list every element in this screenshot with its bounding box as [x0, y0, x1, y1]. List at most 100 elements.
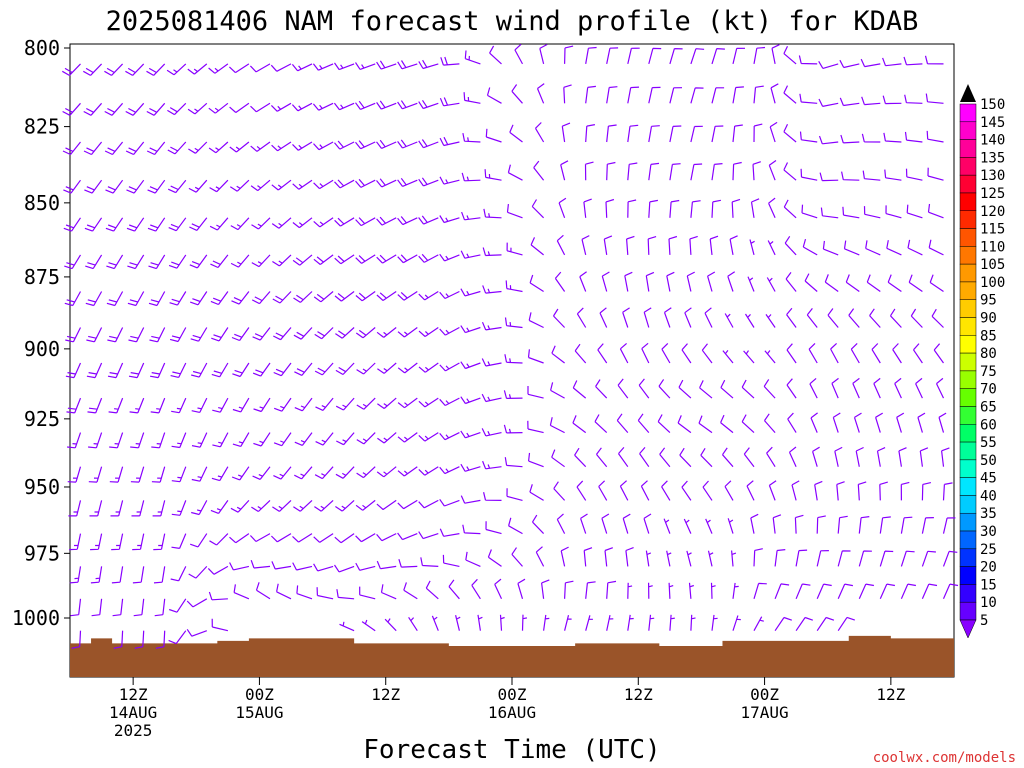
wind-barb — [397, 100, 418, 110]
terrain-fill — [70, 635, 954, 677]
wind-barb — [151, 432, 166, 449]
wind-barb — [666, 550, 672, 567]
wind-barb — [785, 272, 797, 292]
wind-barb — [250, 179, 271, 192]
chart-title: 2025081406 NAM forecast wind profile (kt… — [106, 6, 919, 37]
wind-barb — [816, 550, 829, 567]
x-tick-label: 00Z — [750, 685, 779, 704]
wind-barb — [606, 47, 619, 65]
wind-barb — [669, 48, 683, 65]
wind-barb — [169, 598, 187, 613]
wind-barb — [771, 44, 780, 65]
wind-barb — [879, 583, 896, 600]
x-tick-label: 16AUG — [488, 703, 536, 722]
wind-barb — [627, 614, 634, 631]
wind-barb — [485, 128, 502, 143]
wind-barb — [601, 513, 610, 534]
wind-barb — [921, 550, 936, 567]
wind-barb — [886, 240, 902, 256]
colorbar-swatch — [959, 281, 977, 300]
wind-barb — [147, 217, 166, 232]
colorbar-swatch — [959, 210, 977, 229]
wind-barb — [858, 550, 872, 567]
wind-barb — [766, 446, 776, 468]
colorbar-label: 25 — [980, 542, 997, 558]
wind-barb — [830, 342, 839, 364]
wind-barb — [230, 499, 250, 513]
wind-barb — [186, 598, 208, 608]
wind-barb — [598, 480, 608, 501]
wind-barb — [313, 533, 334, 543]
wind-barb — [689, 235, 698, 255]
wind-barb — [603, 235, 613, 255]
wind-barb — [250, 559, 271, 569]
wind-barb — [858, 516, 870, 534]
wind-barb — [167, 141, 187, 155]
wind-barb — [439, 136, 460, 147]
wind-barb — [191, 397, 208, 413]
wind-barb — [668, 582, 674, 599]
wind-barb — [132, 566, 145, 584]
wind-barb — [900, 550, 915, 567]
colorbar-swatch — [959, 530, 977, 550]
wind-barb — [418, 499, 439, 509]
wind-barb — [550, 382, 565, 399]
wind-barb — [83, 63, 103, 76]
wind-barb — [836, 481, 845, 501]
wind-barb — [668, 235, 678, 255]
wind-barb — [795, 583, 811, 600]
wind-barb — [376, 291, 397, 301]
colorbar-label: 35 — [980, 506, 997, 522]
wind-barb — [133, 598, 145, 617]
wind-barb — [252, 362, 271, 377]
wind-barb — [627, 47, 640, 65]
wind-barb — [171, 466, 187, 483]
wind-barb — [831, 377, 839, 399]
colorbar-swatch — [959, 584, 977, 603]
wind-barb — [397, 397, 418, 409]
wind-barb — [504, 317, 523, 329]
wind-barb — [418, 531, 439, 540]
wind-barb — [882, 95, 902, 105]
wind-barb — [711, 125, 724, 143]
colorbar-swatch — [959, 566, 977, 585]
wind-barb — [494, 578, 503, 600]
y-tick-label: 1000 — [12, 606, 60, 630]
wind-barb — [230, 217, 250, 231]
wind-barb — [397, 60, 418, 70]
wind-barb — [837, 616, 855, 632]
wind-barb — [818, 98, 839, 107]
colorbar-label: 130 — [980, 168, 1005, 184]
wind-barb — [704, 307, 713, 328]
colorbar-swatch — [959, 263, 977, 283]
wind-barb — [783, 45, 797, 65]
wind-barb — [641, 342, 650, 364]
colorbar-swatch — [959, 192, 977, 212]
wind-barb — [539, 43, 548, 65]
wind-barb — [585, 46, 597, 65]
wind-barb — [848, 308, 860, 328]
wind-barb — [933, 343, 944, 364]
wind-barb — [576, 480, 587, 501]
wind-barb — [376, 327, 397, 338]
wind-barb — [489, 45, 502, 65]
wind-barb — [482, 285, 502, 294]
wind-barb — [931, 308, 944, 328]
wind-barb — [460, 495, 481, 504]
wind-barb — [83, 141, 103, 156]
wind-barb — [506, 488, 523, 501]
colorbar-label: 150 — [980, 97, 1005, 113]
wind-barb — [724, 313, 734, 328]
wind-barb — [709, 235, 719, 255]
colorbar-swatch — [959, 388, 977, 407]
wind-barb — [293, 327, 313, 340]
wind-barb — [250, 102, 271, 113]
wind-barb — [661, 480, 671, 501]
colorbar-label: 45 — [980, 471, 997, 487]
wind-barb — [313, 179, 334, 190]
wind-barb — [355, 291, 376, 302]
wind-barb — [384, 618, 397, 632]
colorbar-label: 120 — [980, 204, 1005, 220]
wind-barb — [818, 135, 839, 145]
wind-barb — [211, 466, 229, 482]
